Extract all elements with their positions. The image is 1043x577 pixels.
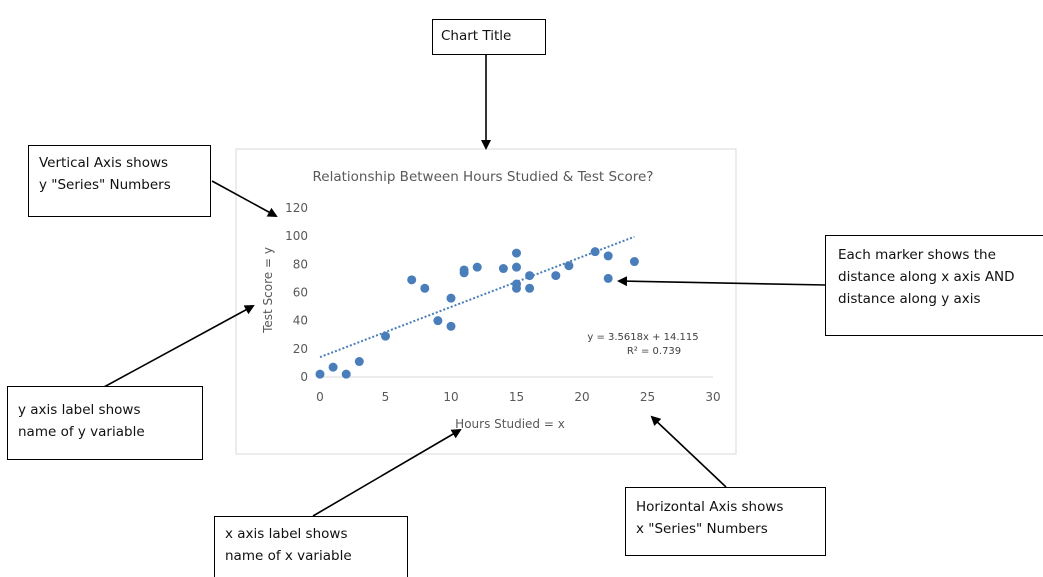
callout-horizontal-axis: Horizontal Axis shows x "Series" Numbers — [625, 487, 826, 556]
arrow-marker — [617, 276, 827, 287]
data-point — [498, 264, 508, 274]
callout-horizontal-axis-line-1: Horizontal Axis shows — [636, 499, 784, 515]
data-point — [512, 262, 521, 272]
callout-marker-line-3: distance along y axis — [838, 291, 981, 307]
callout-x-axis-label: x axis label shows name of x variable — [214, 516, 408, 577]
data-point — [525, 283, 535, 293]
x-tick-label: 0 — [316, 390, 324, 404]
data-point — [328, 362, 338, 372]
callout-y-axis-label-line-2: name of y variable — [18, 424, 145, 440]
callout-marker-line-2: distance along x axis AND — [838, 269, 1015, 285]
data-point — [446, 321, 456, 331]
data-point — [381, 331, 390, 341]
y-tick-label: 120 — [285, 201, 308, 215]
chart-title: Relationship Between Hours Studied & Tes… — [313, 169, 654, 185]
x-tick-label: 10 — [443, 390, 458, 404]
callout-x-axis-label-line-1: x axis label shows — [225, 526, 348, 542]
callout-vertical-axis-line-1: Vertical Axis shows — [39, 155, 169, 171]
data-point — [551, 271, 561, 281]
arrow-y-axis-label — [103, 305, 255, 388]
data-point — [564, 261, 574, 271]
y-tick-label: 40 — [293, 314, 308, 328]
x-tick-label: 30 — [705, 390, 720, 404]
data-point — [341, 369, 351, 379]
x-tick-label: 20 — [574, 390, 589, 404]
data-points — [315, 247, 639, 379]
arrow-x-axis-label — [312, 428, 462, 517]
data-point — [354, 357, 364, 367]
callout-vertical-axis: Vertical Axis shows y "Series" Numbers — [28, 145, 211, 217]
x-tick-label: 25 — [640, 390, 655, 404]
data-point — [512, 283, 521, 293]
data-point — [590, 247, 600, 257]
x-tick-labels: 0 5 10 15 20 25 30 — [316, 390, 720, 404]
callout-chart-title-line-1: Chart Title — [441, 28, 512, 44]
data-point — [472, 262, 482, 272]
callout-vertical-axis-line-2: y "Series" Numbers — [39, 177, 171, 193]
callout-horizontal-axis-line-2: x "Series" Numbers — [636, 521, 768, 537]
data-point — [407, 275, 417, 285]
trendline-equation: y = 3.5618x + 14.115 — [587, 332, 698, 343]
data-point — [446, 293, 456, 303]
chart-area — [235, 148, 737, 455]
y-tick-label: 0 — [300, 370, 308, 384]
data-point — [512, 248, 521, 258]
callout-marker: Each marker shows the distance along x a… — [825, 235, 1043, 336]
data-point — [433, 316, 443, 326]
y-tick-label: 20 — [293, 342, 308, 356]
x-tick-label: 5 — [382, 390, 390, 404]
y-tick-label: 60 — [293, 286, 308, 300]
data-point — [629, 257, 639, 267]
trendline-r-squared: R² = 0.739 — [627, 346, 681, 357]
y-axis-label: Test Score = y — [261, 247, 275, 334]
callout-y-axis-label-line-1: y axis label shows — [18, 402, 141, 418]
trendline — [319, 235, 635, 359]
callout-chart-title: Chart Title — [432, 19, 546, 55]
x-tick-label: 15 — [509, 390, 524, 404]
data-point — [603, 251, 613, 261]
x-axis-label: Hours Studied = x — [455, 417, 565, 431]
y-tick-label: 80 — [293, 257, 308, 271]
y-tick-labels: 0 20 40 60 80 100 120 — [285, 201, 308, 384]
data-point — [603, 273, 613, 283]
data-point — [420, 283, 430, 293]
data-point — [315, 369, 325, 379]
arrow-vertical-axis — [211, 180, 278, 217]
callout-y-axis-label: y axis label shows name of y variable — [7, 386, 203, 460]
data-point — [525, 271, 535, 281]
callout-x-axis-label-line-2: name of x variable — [225, 548, 352, 564]
callout-marker-line-1: Each marker shows the — [838, 247, 996, 263]
arrow-horizontal-axis — [650, 415, 727, 488]
data-point — [459, 268, 469, 278]
y-tick-label: 100 — [285, 229, 308, 243]
